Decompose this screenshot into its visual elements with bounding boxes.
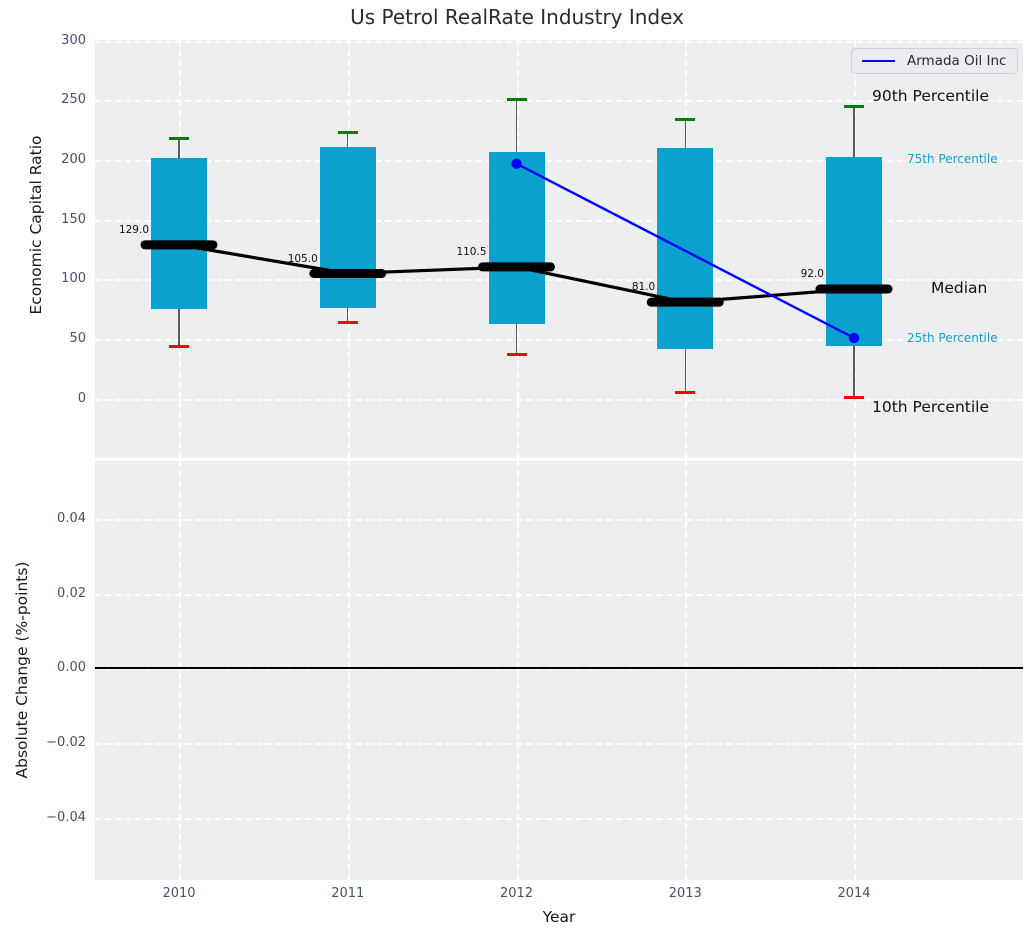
median-value-label-2011: 105.0 — [287, 252, 318, 265]
gridline-h — [95, 668, 1023, 671]
gridline-h — [95, 519, 1023, 522]
gridline-h — [95, 742, 1023, 745]
iqr-box-2013 — [657, 148, 714, 349]
whisker-cap-90th-2012 — [506, 97, 527, 101]
xtick-2011: 2011 — [331, 886, 365, 901]
company-point-2012 — [511, 158, 522, 169]
whisker-cap-10th-2013 — [675, 391, 696, 395]
median-value-label-2013: 81.0 — [631, 281, 656, 294]
annotation-90th-percentile: 90th Percentile — [872, 87, 990, 105]
whisker-cap-90th-2014 — [844, 104, 864, 108]
bottom-panel — [95, 461, 1023, 880]
ytick-bottom-−0.02: −0.02 — [46, 734, 86, 750]
iqr-box-2014 — [826, 156, 882, 347]
gridline-h — [95, 398, 1023, 401]
legend-label: Armada Oil Inc — [907, 53, 1007, 69]
company-line — [515, 162, 855, 340]
ytick-bottom-0.04: 0.04 — [57, 511, 86, 527]
whisker-cap-10th-2011 — [337, 320, 358, 324]
gridline-v — [685, 461, 688, 880]
median-value-label-2010: 129.0 — [118, 223, 149, 236]
gridline-h — [95, 40, 1023, 43]
ytick-top-250: 250 — [61, 92, 86, 108]
whisker-cap-10th-2012 — [506, 353, 527, 357]
gridline-h — [95, 219, 1023, 222]
iqr-box-2012 — [488, 151, 545, 324]
x-axis-label: Year — [542, 908, 576, 926]
ytick-top-50: 50 — [69, 331, 86, 347]
ytick-top-150: 150 — [61, 211, 86, 227]
ytick-top-200: 200 — [61, 152, 86, 168]
iqr-box-2011 — [319, 147, 376, 309]
gridline-v — [516, 461, 519, 880]
ytick-bottom-0.00: 0.00 — [57, 660, 86, 676]
iqr-box-2010 — [151, 157, 207, 310]
whisker-cap-90th-2011 — [337, 131, 358, 135]
legend-line-sample — [862, 60, 895, 62]
xtick-2012: 2012 — [499, 886, 534, 901]
median-connector — [178, 243, 349, 276]
gridline-h — [95, 817, 1023, 820]
gridline-h — [95, 593, 1023, 596]
annotation-25th-percentile: 25th Percentile — [907, 331, 998, 345]
zero-line — [95, 667, 1023, 670]
xtick-2013: 2013 — [668, 886, 702, 901]
gridline-h — [95, 339, 1023, 342]
ytick-top-0: 0 — [77, 390, 86, 406]
gridline-h — [95, 279, 1023, 282]
ytick-top-300: 300 — [61, 32, 86, 48]
gridline-v — [179, 461, 181, 880]
annotation-median: Median — [931, 279, 988, 297]
whisker-cap-90th-2010 — [169, 137, 189, 141]
legend: Armada Oil Inc — [851, 48, 1018, 74]
gridline-v — [854, 461, 856, 880]
gridline-h — [95, 100, 1023, 103]
median-connector — [516, 265, 686, 304]
gridline-h — [95, 160, 1023, 163]
ytick-bottom-0.02: 0.02 — [57, 585, 86, 601]
annotation-10th-percentile: 10th Percentile — [872, 398, 990, 416]
xtick-2014: 2014 — [837, 886, 871, 901]
median-value-label-2012: 110.5 — [456, 245, 487, 258]
xtick-2010: 2010 — [162, 886, 196, 901]
ytick-bottom-−0.04: −0.04 — [46, 809, 86, 825]
median-value-label-2014: 92.0 — [800, 268, 824, 280]
top-panel — [95, 40, 1023, 458]
whisker-cap-10th-2014 — [844, 396, 864, 400]
gridline-v — [347, 461, 350, 880]
chart-title: Us Petrol RealRate Industry Index — [350, 5, 684, 29]
whisker-cap-90th-2013 — [675, 118, 696, 122]
company-point-2014 — [848, 332, 860, 344]
whisker-cap-10th-2010 — [169, 344, 189, 348]
ytick-top-100: 100 — [61, 271, 86, 287]
lines-overlay — [140, 158, 893, 344]
annotation-75th-percentile: 75th Percentile — [907, 152, 998, 166]
